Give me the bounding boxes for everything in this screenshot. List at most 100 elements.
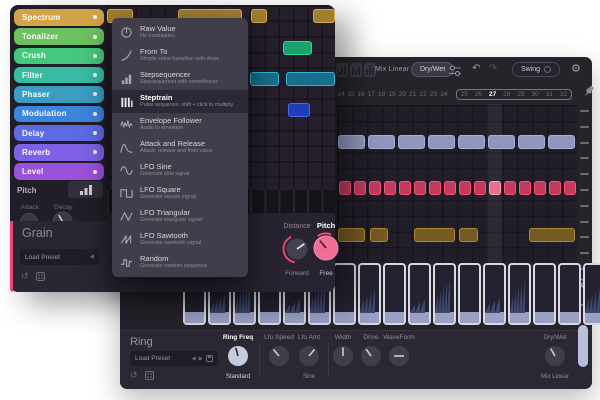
wavetable-key[interactable]	[483, 263, 506, 325]
row-handle[interactable]	[580, 125, 589, 128]
lfo-speed-knob[interactable]: Lfo Speed	[257, 334, 301, 382]
row-handle[interactable]	[580, 204, 589, 207]
tan-step[interactable]	[338, 228, 365, 242]
grid-block-gold[interactable]	[313, 9, 335, 23]
module-enable-dot[interactable]	[93, 150, 97, 155]
wavetable-key[interactable]	[333, 263, 356, 325]
pink-step[interactable]	[338, 181, 351, 195]
lavender-step[interactable]	[548, 135, 575, 149]
sidebar-item-crush[interactable]: Crush	[14, 47, 104, 65]
drive-knob[interactable]: Drive	[349, 334, 393, 382]
distance-knob[interactable]: Distance Forward	[274, 223, 320, 277]
pink-step[interactable]	[563, 181, 576, 195]
menu-item-lfo-sine[interactable]: LFO Sine Generate sine signal	[112, 159, 248, 182]
lavender-step[interactable]	[518, 135, 545, 149]
menu-item-lfo-triangular[interactable]: LFO Triangular Generate triangular signal	[112, 205, 248, 228]
reset-icon[interactable]: ↺	[21, 271, 29, 281]
step-number-20[interactable]: 20	[398, 91, 406, 98]
reset-icon[interactable]: ↺	[130, 370, 138, 380]
randomize-dice-icon[interactable]	[35, 272, 45, 281]
row-handle[interactable]	[580, 157, 589, 160]
tan-step[interactable]	[528, 228, 575, 242]
wavetable-key[interactable]	[533, 263, 556, 325]
scroll-handle[interactable]	[578, 325, 588, 367]
step-number-27[interactable]: 27	[488, 91, 497, 98]
pin-icon[interactable]	[583, 85, 595, 98]
width-knob[interactable]: Width	[321, 334, 365, 382]
redo-icon[interactable]: ↷	[489, 63, 498, 74]
step-number-29[interactable]: 29	[517, 91, 525, 98]
wavetable-key[interactable]	[583, 263, 600, 325]
randomize-dice-icon[interactable]	[144, 371, 154, 380]
grid-block-gold[interactable]	[251, 9, 267, 23]
row-handle[interactable]	[580, 173, 589, 176]
prev-preset-icon[interactable]: ◀	[191, 355, 196, 362]
loop-region-bracket[interactable]: 25 26 27 28 29 30 31 32	[456, 89, 572, 100]
pink-step[interactable]	[368, 181, 381, 195]
pink-step[interactable]	[413, 181, 426, 195]
lavender-step[interactable]	[488, 135, 515, 149]
lavender-step[interactable]	[338, 135, 365, 149]
step-number-21[interactable]: 21	[409, 91, 417, 98]
grid-block-blue[interactable]	[288, 103, 310, 117]
pink-step[interactable]	[533, 181, 546, 195]
step-number-14[interactable]: 14	[337, 91, 345, 98]
ring-preset-selector[interactable]: Load Preset ◀ ▶	[130, 351, 218, 366]
sidebar-item-modulation[interactable]: Modulation	[14, 105, 104, 122]
step-number-26[interactable]: 26	[474, 91, 483, 98]
menu-item-raw-value[interactable]: Raw Value No modulation	[112, 21, 248, 44]
tan-step[interactable]	[458, 228, 478, 242]
step-number-22[interactable]: 22	[419, 91, 427, 98]
module-enable-dot[interactable]	[93, 15, 97, 20]
pink-step[interactable]	[518, 181, 531, 195]
lavender-step[interactable]	[368, 135, 395, 149]
step-number-31[interactable]: 31	[545, 91, 553, 98]
pink-step[interactable]	[428, 181, 441, 195]
menu-item-envelope-follower[interactable]: Envelope Follower Audio to envelope	[112, 113, 248, 136]
wavetable-key[interactable]	[508, 263, 531, 325]
module-enable-dot[interactable]	[93, 131, 97, 136]
menu-item-lfo-square[interactable]: LFO Square Generate square signal	[112, 182, 248, 205]
module-enable-dot[interactable]	[93, 169, 97, 174]
step-number-19[interactable]: 19	[388, 91, 396, 98]
wavetable-key[interactable]	[558, 263, 581, 325]
next-preset-icon[interactable]: ▶	[198, 355, 203, 362]
undo-icon[interactable]: ↶	[472, 63, 481, 74]
pitch-histogram-button[interactable]	[68, 181, 103, 198]
wavetable-key[interactable]	[458, 263, 481, 325]
grid-block-green[interactable]	[283, 41, 312, 55]
lavender-step[interactable]	[458, 135, 485, 149]
sidebar-item-filter[interactable]: Filter	[14, 66, 104, 84]
ring-freq-knob[interactable]: Ring Freq Standard	[222, 334, 254, 380]
sidebar-item-tonalizer[interactable]: Tonalizer	[14, 28, 104, 45]
menu-item-random[interactable]: Random Generate random sequence	[112, 251, 248, 274]
step-number-15[interactable]: 15	[347, 91, 355, 98]
wavetable-key[interactable]	[383, 263, 406, 325]
tan-step[interactable]	[370, 228, 389, 242]
row-handle[interactable]	[580, 110, 589, 112]
drywet-knob[interactable]: Dry/Wet Mix Linear	[541, 334, 569, 380]
row-handle[interactable]	[580, 236, 589, 239]
menu-item-lfo-sawtooth[interactable]: LFO Sawtooth Generate sawtooth signal	[112, 228, 248, 251]
sidebar-item-level[interactable]: Level	[14, 163, 104, 180]
menu-item-attack-release[interactable]: Attack and Release Attack, release and fr…	[112, 136, 248, 159]
pitch-knob[interactable]: Pitch Free	[305, 221, 347, 277]
swing-button[interactable]: Swing	[512, 62, 561, 77]
wavetable-key[interactable]	[433, 263, 456, 325]
menu-item-from-to[interactable]: From To Simple value transition with slop…	[112, 44, 248, 67]
lavender-step[interactable]	[428, 135, 455, 149]
step-number-32[interactable]: 32	[559, 91, 568, 98]
step-number-25[interactable]: 25	[460, 91, 468, 98]
lavender-step[interactable]	[398, 135, 425, 149]
lfo-amt-knob[interactable]: Lfo Amt Sine	[297, 334, 321, 380]
module-enable-dot[interactable]	[93, 34, 97, 39]
step-number-17[interactable]: 17	[367, 91, 375, 98]
waveform-segmented-control[interactable]	[336, 63, 376, 77]
step-number-24[interactable]: 24	[440, 91, 448, 98]
module-enable-dot[interactable]	[93, 92, 97, 97]
save-preset-icon[interactable]	[206, 355, 213, 362]
mix-sliders-icon[interactable]	[448, 65, 462, 76]
settings-gear-icon[interactable]: ⚙	[571, 63, 581, 75]
pink-step[interactable]	[398, 181, 411, 195]
pink-step[interactable]	[383, 181, 396, 195]
